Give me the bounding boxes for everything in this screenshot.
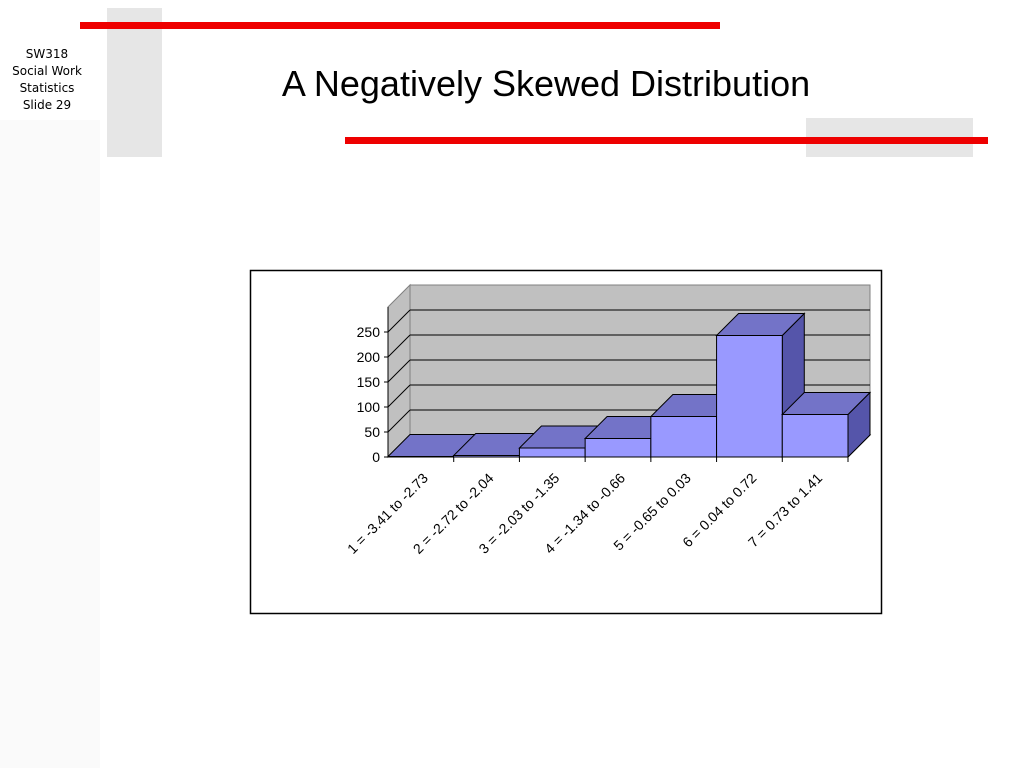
deco-strip: [0, 120, 100, 768]
sidebar-text: Statistics: [20, 81, 75, 95]
bar: [518, 447, 586, 458]
y-tick-label: 100: [357, 399, 381, 415]
y-tick-label: 150: [357, 374, 381, 390]
grid-line: [387, 334, 411, 358]
deco-rule: [80, 22, 720, 29]
grid-line: [387, 309, 411, 333]
deco-rule: [345, 137, 988, 144]
grid-line: [387, 384, 411, 408]
slide-title: A Negatively Skewed Distribution: [282, 63, 810, 104]
bar: [781, 414, 849, 458]
bar: [584, 438, 652, 458]
bar: [650, 416, 718, 458]
y-tick-label: 200: [357, 349, 381, 365]
sidebar-text: Social Work: [12, 64, 82, 78]
sidebar-text: SW318: [26, 47, 68, 61]
grid-line: [387, 359, 411, 383]
deco-block: [107, 8, 162, 157]
y-tick-label: 0: [372, 449, 380, 465]
bar: [716, 335, 783, 458]
grid-line: [387, 409, 411, 433]
sidebar-text: Slide 29: [23, 98, 71, 112]
y-tick-label: 50: [364, 424, 380, 440]
y-tick-label: 250: [357, 324, 381, 340]
